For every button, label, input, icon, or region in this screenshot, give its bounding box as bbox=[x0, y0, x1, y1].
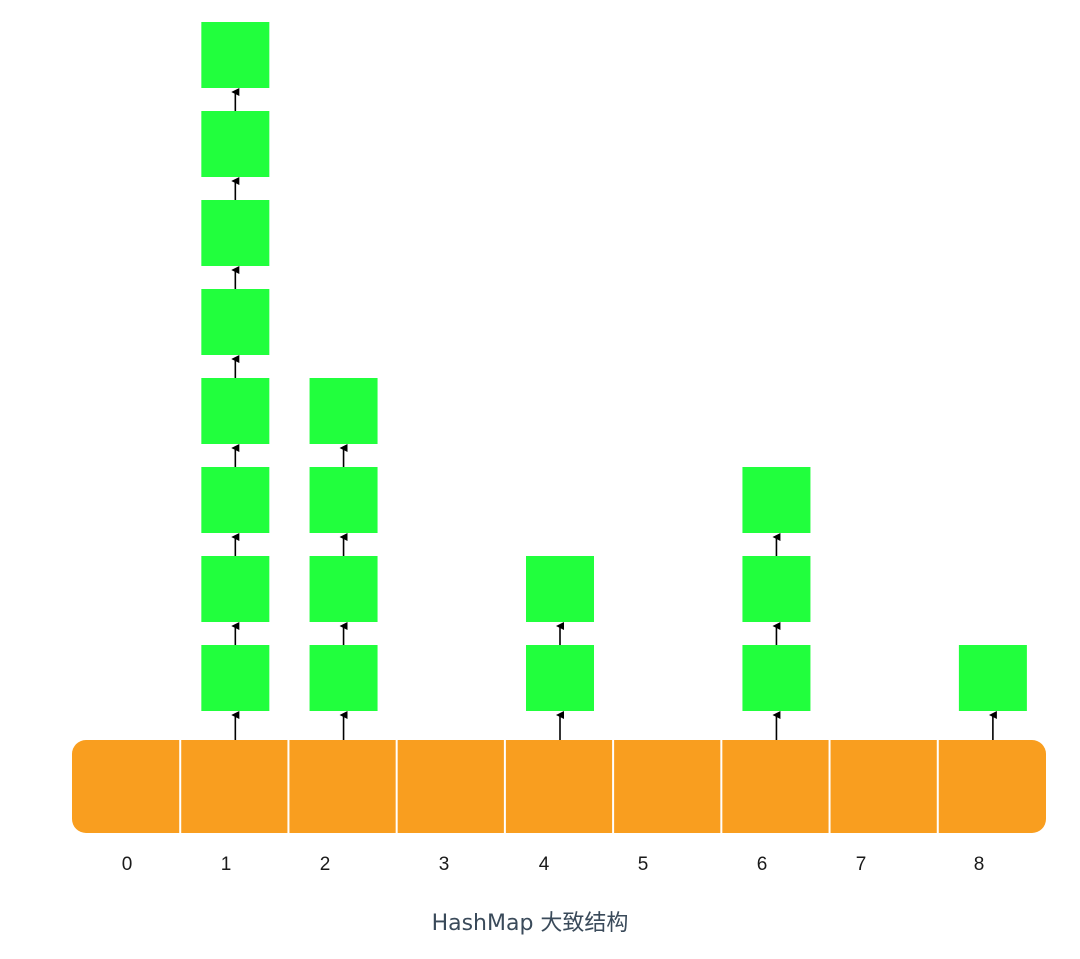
hash-node bbox=[201, 645, 270, 711]
bucket-array bbox=[72, 740, 1046, 833]
hash-node bbox=[742, 556, 811, 622]
hash-node bbox=[309, 645, 378, 711]
bucket-index-label: 1 bbox=[221, 854, 232, 875]
bucket-index-label: 4 bbox=[539, 854, 550, 875]
bucket-index-label: 3 bbox=[439, 854, 450, 875]
bucket-index-label: 5 bbox=[638, 854, 649, 875]
bucket-index-label: 8 bbox=[974, 854, 985, 875]
hash-node bbox=[742, 645, 811, 711]
hash-node bbox=[201, 467, 270, 533]
node-chains bbox=[201, 22, 1027, 740]
diagram-caption: HashMap 大致结构 bbox=[432, 911, 629, 936]
bucket-index-label: 7 bbox=[856, 854, 867, 875]
bucket-index-labels: 0 1 2 3 4 5 6 7 8 bbox=[122, 854, 985, 875]
bucket-index-label: 6 bbox=[757, 854, 768, 875]
hash-node bbox=[201, 556, 270, 622]
hash-node bbox=[309, 556, 378, 622]
hash-node bbox=[309, 378, 378, 444]
hash-node bbox=[742, 467, 811, 533]
bucket-dividers bbox=[179, 740, 939, 833]
hash-node bbox=[201, 289, 270, 355]
bucket-index-label: 0 bbox=[122, 854, 133, 875]
bucket-index-label: 2 bbox=[320, 854, 331, 875]
hash-node bbox=[201, 22, 270, 88]
hash-node bbox=[309, 467, 378, 533]
hash-node bbox=[201, 200, 270, 266]
hash-node bbox=[201, 378, 270, 444]
hash-node bbox=[526, 556, 594, 622]
hash-node bbox=[526, 645, 594, 711]
hash-node bbox=[201, 111, 270, 177]
hash-node bbox=[958, 645, 1027, 711]
